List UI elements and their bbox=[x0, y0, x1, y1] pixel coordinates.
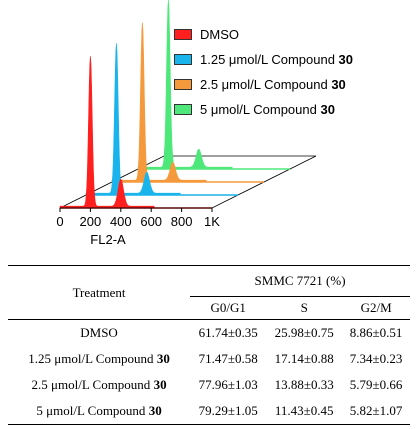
legend-swatch bbox=[174, 54, 192, 65]
legend-swatch bbox=[174, 29, 192, 40]
histogram-series-2 bbox=[111, 22, 207, 183]
value-cell: 61.74±0.35 bbox=[198, 325, 258, 340]
cell-cycle-table: Treatment SMMC 7721 (%) G0/G1 S G2/M DMS… bbox=[8, 265, 410, 425]
legend-item-2-5: 2.5 μmol/L Compound 30 bbox=[174, 72, 353, 97]
legend-swatch bbox=[174, 104, 192, 115]
column-header-s: S bbox=[300, 300, 308, 315]
value-cell: 77.96±1.03 bbox=[198, 377, 258, 392]
treatment-cell: DMSO bbox=[80, 325, 118, 340]
value-cell: 71.47±0.58 bbox=[198, 351, 258, 366]
legend-item-dmso: DMSO bbox=[174, 22, 353, 47]
value-cell: 7.34±0.23 bbox=[349, 351, 403, 366]
value-cell: 25.98±0.75 bbox=[274, 325, 334, 340]
x-tick-label: 1K bbox=[204, 214, 220, 229]
legend-label: 2.5 μmol/L Compound 30 bbox=[200, 77, 346, 92]
value-cell: 8.86±0.51 bbox=[349, 325, 403, 340]
table-row: 2.5 μmol/L Compound 30 77.96±1.03 13.88±… bbox=[8, 372, 410, 398]
column-header-g0g1: G0/G1 bbox=[210, 300, 246, 315]
legend-label: 5 μmol/L Compound 30 bbox=[200, 102, 335, 117]
group-header: SMMC 7721 (%) bbox=[190, 265, 410, 297]
value-cell: 5.79±0.66 bbox=[349, 377, 403, 392]
x-tick-label: 800 bbox=[171, 214, 193, 229]
treatment-cell: 2.5 μmol/L Compound 30 bbox=[31, 377, 167, 392]
treatment-cell: 1.25 μmol/L Compound 30 bbox=[28, 351, 170, 366]
flow-cytometry-chart: 0 200 400 600 800 1K FL2-A bbox=[56, 0, 317, 247]
x-tick-label: 400 bbox=[110, 214, 132, 229]
x-axis-label: FL2-A bbox=[90, 232, 126, 247]
table-row: 5 μmol/L Compound 30 79.29±1.05 11.43±0.… bbox=[8, 398, 410, 425]
table-row: 1.25 μmol/L Compound 30 71.47±0.58 17.14… bbox=[8, 346, 410, 372]
table-row: DMSO 61.74±0.35 25.98±0.75 8.86±0.51 bbox=[8, 320, 410, 347]
x-tick-label: 600 bbox=[140, 214, 162, 229]
histogram-series-3 bbox=[137, 0, 233, 170]
legend-item-5: 5 μmol/L Compound 30 bbox=[174, 97, 353, 122]
treatment-cell: 5 μmol/L Compound 30 bbox=[36, 403, 162, 418]
value-cell: 13.88±0.33 bbox=[274, 377, 334, 392]
x-tick-label: 0 bbox=[56, 214, 63, 229]
legend-swatch bbox=[174, 79, 192, 90]
value-cell: 17.14±0.88 bbox=[274, 351, 334, 366]
histogram-series-0 bbox=[59, 56, 155, 209]
legend-label: 1.25 μmol/L Compound 30 bbox=[200, 52, 353, 67]
value-cell: 79.29±1.05 bbox=[198, 403, 258, 418]
histogram-series-1 bbox=[85, 43, 181, 196]
column-header-g2m: G2/M bbox=[360, 300, 392, 315]
x-tick-label: 200 bbox=[80, 214, 102, 229]
value-cell: 5.82±1.07 bbox=[349, 403, 403, 418]
legend-item-1-25: 1.25 μmol/L Compound 30 bbox=[174, 47, 353, 72]
chart-legend: DMSO 1.25 μmol/L Compound 30 2.5 μmol/L … bbox=[174, 22, 353, 122]
value-cell: 11.43±0.45 bbox=[274, 403, 334, 418]
legend-label: DMSO bbox=[200, 27, 239, 42]
treatment-header: Treatment bbox=[8, 265, 191, 320]
